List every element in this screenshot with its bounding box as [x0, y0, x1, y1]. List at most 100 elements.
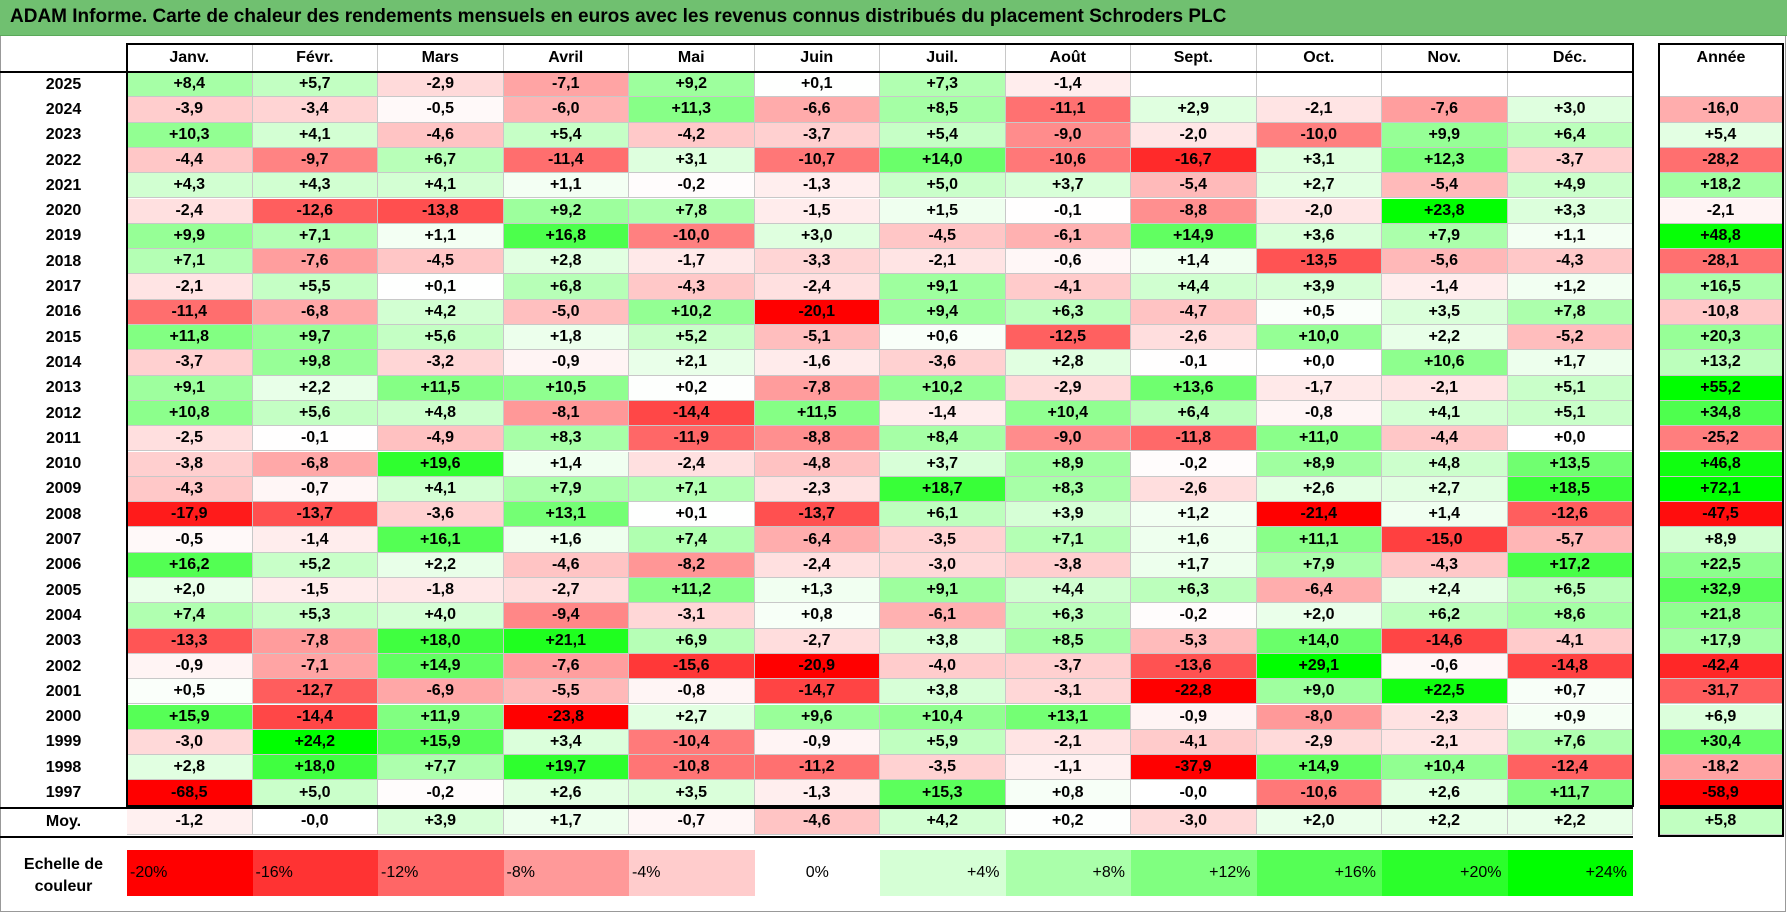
month-cell: -0,9: [503, 350, 629, 376]
month-cell: +6,4: [1507, 122, 1633, 148]
month-cell: +7,7: [378, 755, 504, 781]
month-cell: +10,0: [1256, 325, 1382, 351]
month-cell: +0,1: [754, 72, 880, 98]
month-cell: +3,8: [880, 628, 1006, 654]
month-cell: -6,4: [1256, 578, 1382, 604]
month-cell: +4,3: [127, 173, 253, 199]
month-cell: -0,1: [1131, 350, 1257, 376]
row-year-label: 2018: [45, 252, 82, 270]
month-cell: +3,7: [880, 451, 1006, 477]
month-cell: +6,1: [880, 502, 1006, 528]
year-cell: +13,2: [1659, 350, 1783, 376]
month-cell: +11,1: [1256, 527, 1382, 553]
month-cell: +18,7: [880, 476, 1006, 503]
month-cell: +4,0: [378, 603, 504, 629]
year-cell: +22,5: [1659, 552, 1783, 578]
month-cell: -1,4: [252, 527, 378, 553]
month-cell: -22,8: [1131, 679, 1257, 705]
month-cell: -7,1: [252, 653, 378, 680]
month-cell: -4,4: [127, 147, 253, 174]
month-cell: -2,0: [1131, 122, 1257, 148]
month-cell: +1,1: [503, 173, 629, 199]
month-cell: -5,5: [503, 679, 629, 705]
row-year-label: 2024: [45, 100, 82, 118]
month-cell: -0,5: [127, 527, 253, 553]
month-cell: +18,0: [252, 755, 378, 781]
month-cell: -37,9: [1131, 755, 1257, 781]
month-cell: -2,4: [754, 552, 880, 578]
month-cell: +8,3: [503, 426, 629, 452]
month-cell: +11,0: [1256, 426, 1382, 452]
month-cell: -5,7: [1507, 527, 1633, 553]
month-cell: +17,2: [1507, 552, 1633, 578]
month-cell: +1,4: [1131, 249, 1257, 275]
month-cell: +11,5: [754, 400, 880, 427]
month-cell: [1507, 72, 1633, 98]
row-year-label: 2017: [45, 278, 82, 296]
month-cell: +13,1: [1005, 704, 1131, 730]
month-cell: -5,2: [1507, 325, 1633, 351]
month-cell: -3,8: [1005, 552, 1131, 578]
month-cell: +3,5: [629, 780, 755, 806]
month-cell: -2,3: [754, 476, 880, 503]
month-cell: +5,5: [252, 274, 378, 300]
month-cell: -11,8: [1131, 426, 1257, 452]
month-cell: -4,6: [378, 122, 504, 148]
month-cell: +9,2: [629, 72, 755, 98]
year-cell: +48,8: [1659, 223, 1783, 250]
month-cell: -1,8: [378, 578, 504, 604]
month-cell: -1,5: [252, 578, 378, 604]
row-year-label: 1998: [45, 758, 82, 776]
month-cell: -1,4: [1005, 72, 1131, 98]
month-cell: +3,9: [1005, 502, 1131, 528]
month-cell: -3,6: [378, 502, 504, 528]
month-cell: +4,4: [1131, 274, 1257, 300]
year-cell: +6,9: [1659, 704, 1783, 730]
average-cell: -1,2: [127, 808, 253, 835]
month-cell: -3,8: [127, 451, 253, 477]
year-cell: -16,0: [1659, 97, 1783, 123]
month-cell: -13,6: [1131, 653, 1257, 680]
month-cell: -68,5: [127, 780, 253, 806]
row-year-label: 2019: [45, 227, 82, 245]
month-cell: +6,7: [378, 147, 504, 174]
month-cell: +4,8: [378, 400, 504, 427]
year-cell: +8,9: [1659, 527, 1783, 553]
month-cell: -2,9: [1005, 375, 1131, 401]
month-header: Mai: [629, 44, 755, 72]
chart-title: ADAM Informe. Carte de chaleur des rende…: [10, 6, 1227, 27]
month-cell: -0,2: [1131, 451, 1257, 477]
month-cell: -8,1: [503, 400, 629, 427]
month-cell: +16,8: [503, 223, 629, 250]
month-cell: -13,5: [1256, 249, 1382, 275]
month-cell: -4,7: [1131, 299, 1257, 325]
month-cell: +2,7: [1256, 173, 1382, 199]
month-cell: -4,2: [629, 122, 755, 148]
month-cell: -3,0: [880, 552, 1006, 578]
month-cell: -0,0: [1131, 780, 1257, 806]
month-cell: +3,5: [1382, 299, 1508, 325]
month-cell: -6,9: [378, 679, 504, 705]
month-cell: +7,9: [1256, 552, 1382, 578]
year-cell: -31,7: [1659, 679, 1783, 705]
year-cell: +30,4: [1659, 729, 1783, 756]
month-cell: +0,1: [378, 274, 504, 300]
month-cell: +1,5: [880, 198, 1006, 224]
month-cell: -2,1: [1382, 729, 1508, 756]
month-cell: +4,8: [1382, 451, 1508, 477]
month-cell: -10,6: [1005, 147, 1131, 174]
month-cell: -0,9: [127, 653, 253, 680]
row-year-label: 1999: [45, 733, 82, 751]
month-cell: +29,1: [1256, 653, 1382, 680]
month-cell: +9,8: [252, 350, 378, 376]
month-cell: -8,8: [754, 426, 880, 452]
average-cell: +0,2: [1005, 808, 1131, 835]
month-cell: +0,8: [1005, 780, 1131, 806]
month-cell: -10,4: [629, 729, 755, 756]
color-scale-step: +4%: [880, 850, 1006, 896]
month-cell: +6,3: [1131, 578, 1257, 604]
color-scale-step: +8%: [1005, 850, 1131, 896]
month-cell: +9,0: [1256, 679, 1382, 705]
month-cell: +2,1: [629, 350, 755, 376]
month-cell: +8,5: [1005, 628, 1131, 654]
